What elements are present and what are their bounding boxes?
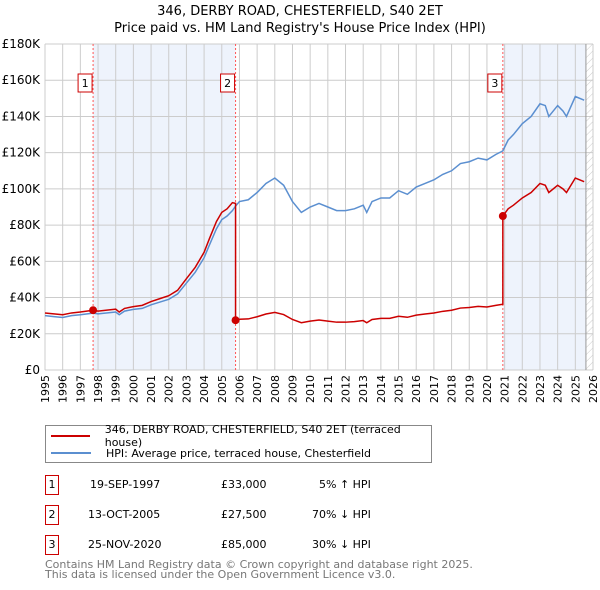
x-tick-label: 2008 (269, 375, 282, 403)
x-tick-label: 2024 (552, 375, 565, 403)
sale-label: 1 (82, 77, 89, 90)
sale-hpi-diff: 5% ↑ HPI (319, 478, 371, 491)
legend-label-hpi: HPI: Average price, terraced house, Ches… (106, 446, 372, 460)
footer-licence: This data is licensed under the Open Gov… (45, 568, 396, 581)
x-tick-label: 2002 (163, 375, 176, 403)
sale-price: £27,500 (221, 508, 267, 521)
x-tick-label: 2014 (375, 375, 388, 403)
x-tick-label: 2023 (534, 375, 547, 403)
x-tick-label: 1997 (74, 375, 87, 403)
sale-date: 25-NOV-2020 (88, 538, 162, 551)
chart-subtitle: Price paid vs. HM Land Registry's House … (114, 21, 486, 36)
x-tick-label: 2025 (569, 375, 582, 403)
sale-hpi-diff: 30% ↓ HPI (312, 538, 371, 551)
x-tick-label: 2011 (322, 375, 335, 403)
hpi-line (44, 95, 585, 319)
legend-swatch-property (51, 435, 90, 437)
x-tick-label: 2001 (145, 375, 158, 403)
x-tick-label: 2006 (233, 375, 246, 403)
footer: Contains HM Land Registry data © Crown c… (45, 558, 473, 581)
legend-label-property: 346, DERBY ROAD, CHESTERFIELD, S40 2ET (… (104, 423, 401, 449)
sale-point (231, 316, 240, 325)
x-tick-label: 2013 (357, 375, 370, 403)
sale-row: 1 19-SEP-1997 £33,000 5% ↑ HPI (45, 475, 465, 495)
x-tick-label: 2003 (180, 375, 193, 403)
x-tick-label: 2016 (410, 375, 423, 403)
shaded-period (502, 44, 586, 370)
y-tick-label: £160K (2, 73, 42, 87)
x-tick-label: 2010 (304, 375, 317, 403)
y-tick-label: £140K (2, 109, 42, 123)
sale-price: £85,000 (221, 538, 267, 551)
sale-label-box (77, 73, 93, 93)
legend: 346, DERBY ROAD, CHESTERFIELD, S40 2ET (… (45, 423, 432, 463)
x-tick-label: 2020 (481, 375, 494, 403)
x-tick-label: 2018 (446, 375, 459, 403)
sale-label-box (220, 73, 236, 93)
x-tick-label: 2019 (463, 375, 476, 403)
x-tick-label: 1995 (39, 375, 52, 403)
x-tick-label: 1996 (57, 375, 70, 403)
x-tick-label: 2021 (499, 375, 512, 403)
x-tick-label: 2022 (516, 375, 529, 403)
x-tick-label: 1999 (110, 375, 123, 403)
sale-row: 3 25-NOV-2020 £85,000 30% ↓ HPI (45, 535, 465, 555)
y-tick-label: £60K (9, 254, 41, 268)
y-tick-label: £80K (9, 218, 41, 232)
x-tick-label: 2012 (340, 375, 353, 403)
chart-title: 346, DERBY ROAD, CHESTERFIELD, S40 2ET (157, 4, 443, 19)
sale-marker-box: 3 (45, 535, 59, 555)
x-tick-label: 2026 (587, 375, 600, 403)
x-tick-label: 2009 (286, 375, 299, 403)
shaded-period (93, 44, 236, 370)
y-tick-label: £40K (9, 291, 41, 305)
y-tick-label: £100K (2, 182, 42, 196)
footer-copyright: Contains HM Land Registry data © Crown c… (45, 558, 473, 571)
x-tick-label: 2005 (216, 375, 229, 403)
forecast-hatch (585, 44, 593, 370)
sale-marker-box: 2 (45, 505, 59, 525)
sale-point (89, 306, 98, 315)
x-tick-label: 2000 (127, 375, 140, 403)
sale-price: £33,000 (221, 478, 267, 491)
sale-row: 2 13-OCT-2005 £27,500 70% ↓ HPI (45, 505, 465, 525)
sale-marker-box: 1 (45, 475, 59, 495)
sale-label: 2 (224, 77, 231, 90)
x-tick-label: 2004 (198, 375, 211, 403)
y-tick-label: £120K (2, 146, 42, 160)
sale-hpi-diff: 70% ↓ HPI (312, 508, 371, 521)
sale-point (498, 212, 507, 221)
y-tick-label: £180K (2, 37, 42, 51)
sale-date: 13-OCT-2005 (88, 508, 161, 521)
x-tick-label: 1998 (92, 375, 105, 403)
sale-label-box (487, 73, 503, 93)
sale-label: 3 (491, 77, 498, 90)
legend-swatch-hpi (51, 452, 91, 454)
sale-date: 19-SEP-1997 (90, 478, 161, 491)
x-tick-label: 2007 (251, 375, 264, 403)
y-tick-label: £20K (9, 327, 41, 341)
x-tick-label: 2015 (393, 375, 406, 403)
price-chart: 1995 1996 1997 1998 1999 2000 2001 2002 2003 2004… (2, 37, 600, 403)
y-tick-label: £0 (25, 363, 40, 377)
x-tick-label: 2017 (428, 375, 441, 403)
